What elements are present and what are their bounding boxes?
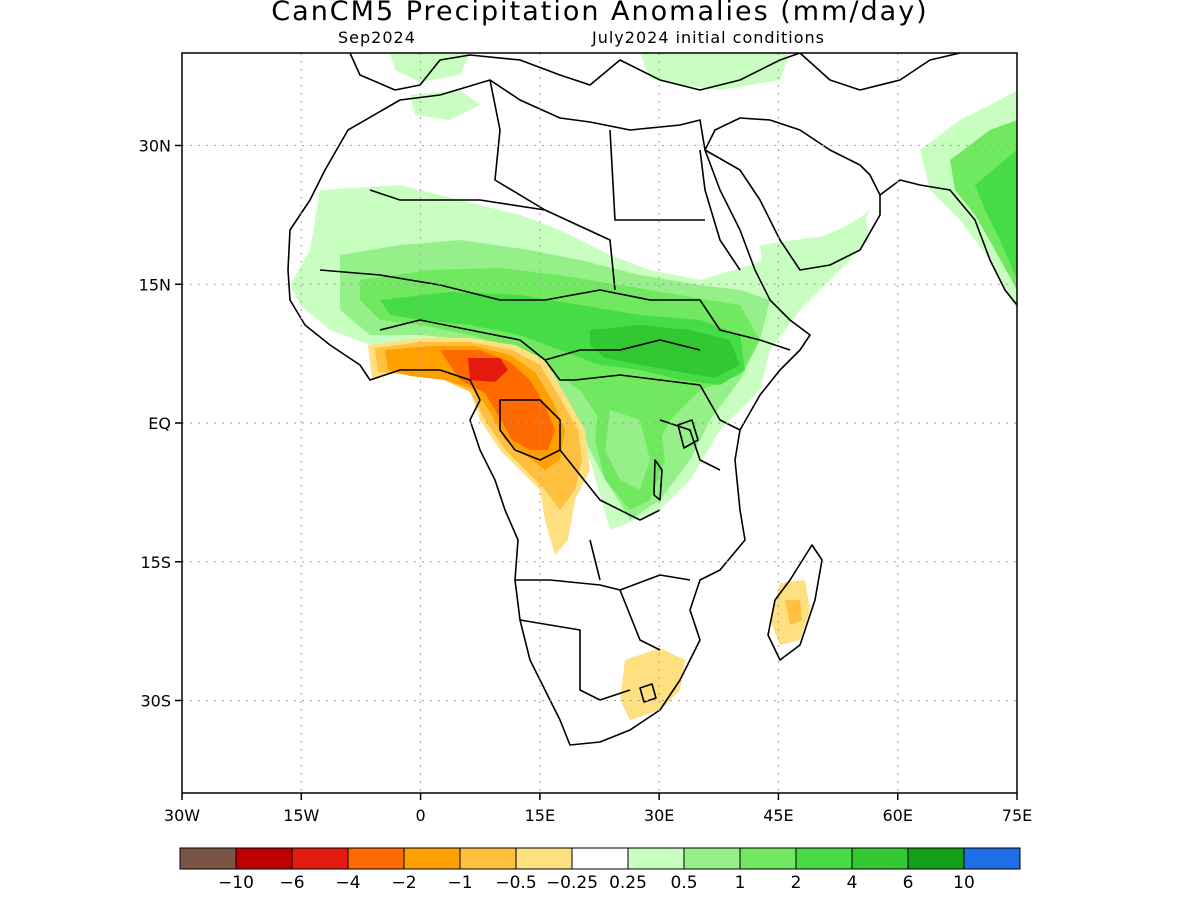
colorbar-label-7: 0.25 [609, 873, 647, 893]
lat-tick-label-2: EQ [148, 414, 171, 433]
anomaly-fields [290, 53, 1017, 720]
lon-tick-label-2: 0 [415, 806, 425, 825]
anomaly-morocco-green [410, 90, 480, 120]
colorbar-label-4: −1 [447, 873, 472, 893]
map-area [182, 53, 1017, 793]
anomaly-madagascar-core [785, 600, 802, 625]
colorbar-swatch-11 [795, 847, 853, 870]
colorbar-swatch-6 [515, 847, 573, 870]
nile-red-sea [699, 149, 741, 271]
coastlines [287, 53, 1017, 746]
anomaly-guinea-orange-3 [440, 350, 555, 450]
lon-tick-label-5: 45E [763, 806, 793, 825]
europe-coast [349, 53, 801, 91]
lon-tick-label-6: 60E [882, 806, 912, 825]
colorbar-label-13: 10 [953, 873, 975, 893]
colorbar-swatch-10 [739, 847, 797, 870]
anomaly-east-africa-4 [590, 325, 740, 378]
border-south-3 [589, 539, 661, 651]
lat-tick-label-3: 15S [140, 553, 171, 572]
lon-axis: 30W 15W 0 15E 30E 45E 60E 75E [164, 793, 1032, 825]
colorbar-swatch-2 [291, 847, 349, 870]
anomaly-congo-green-light [605, 410, 650, 490]
lat-tick-label-0: 30N [139, 137, 171, 156]
chart-title: CanCM5 Precipitation Anomalies (mm/day) [271, 0, 929, 27]
graticule [182, 53, 1017, 793]
colorbar-label-3: −2 [391, 873, 416, 893]
initial-conditions: July2024 initial conditions [592, 28, 825, 47]
colorbar-label-11: 4 [847, 873, 858, 893]
colorbar-swatch-9 [683, 847, 741, 870]
border-sahel-2 [379, 319, 546, 361]
colorbar-label-12: 6 [903, 873, 914, 893]
border-central-2 [544, 359, 701, 386]
border-sahara-1 [369, 189, 616, 291]
colorbar-swatch-12 [851, 847, 909, 870]
colorbar: −10 −6 −4 −2 −1 −0.5 −0.25 0.25 0.5 1 2 4 6 10 [179, 847, 1021, 893]
valid-month: Sep2024 [338, 28, 416, 47]
colorbar-swatch-3 [347, 847, 405, 870]
colorbar-label-9: 1 [735, 873, 746, 893]
border-congo-1 [499, 399, 561, 461]
lat-tick-label-1: 15N [139, 275, 171, 294]
colorbar-label-6: −0.25 [546, 873, 598, 893]
colorbar-swatch-7 [571, 847, 629, 870]
caspian-region [799, 53, 961, 91]
colorbar-swatch-14 [963, 847, 1021, 870]
colorbar-swatch-4 [403, 847, 461, 870]
lon-tick-label-1: 15W [283, 806, 319, 825]
anomaly-med-green [640, 53, 790, 90]
colorbar-label-5: −0.5 [495, 873, 536, 893]
colorbar-swatch-13 [907, 847, 965, 870]
border-sahara-2 [489, 79, 546, 211]
anomaly-iberia-green [390, 53, 470, 82]
asia-coast [879, 179, 1017, 306]
lesotho [639, 683, 657, 703]
anomaly-india-green-4 [975, 150, 1017, 280]
colorbar-swatch-0 [179, 847, 237, 870]
lat-tick-label-4: 30S [140, 692, 171, 711]
colorbar-swatch-1 [235, 847, 293, 870]
border-sahel-1 [319, 269, 700, 301]
anomaly-arabia-green [760, 215, 870, 300]
colorbar-label-2: −4 [335, 873, 360, 893]
border-east-2 [659, 419, 721, 471]
madagascar-coast [767, 544, 823, 661]
colorbar-swatch-8 [627, 847, 685, 870]
colorbar-swatch-5 [459, 847, 517, 870]
colorbar-label-0: −10 [218, 873, 254, 893]
lake-tanganyika [653, 459, 663, 501]
africa-coast [287, 79, 811, 746]
colorbar-label-8: 0.5 [670, 873, 697, 893]
border-congo-2 [559, 449, 661, 521]
lon-tick-label-0: 30W [164, 806, 200, 825]
border-south-1 [515, 574, 691, 591]
lon-tick-label-3: 15E [525, 806, 555, 825]
border-south-2 [519, 619, 631, 701]
lake-victoria [677, 419, 699, 449]
anomaly-guinea-red [468, 358, 508, 382]
lat-axis: 30N 15N EQ 15S 30S [139, 137, 182, 711]
colorbar-label-1: −6 [279, 873, 304, 893]
border-east-1 [699, 299, 791, 431]
lon-tick-label-7: 75E [1002, 806, 1032, 825]
colorbar-label-10: 2 [791, 873, 802, 893]
border-central-1 [544, 339, 701, 361]
lon-tick-label-4: 30E [644, 806, 674, 825]
border-sahara-3 [609, 129, 705, 221]
